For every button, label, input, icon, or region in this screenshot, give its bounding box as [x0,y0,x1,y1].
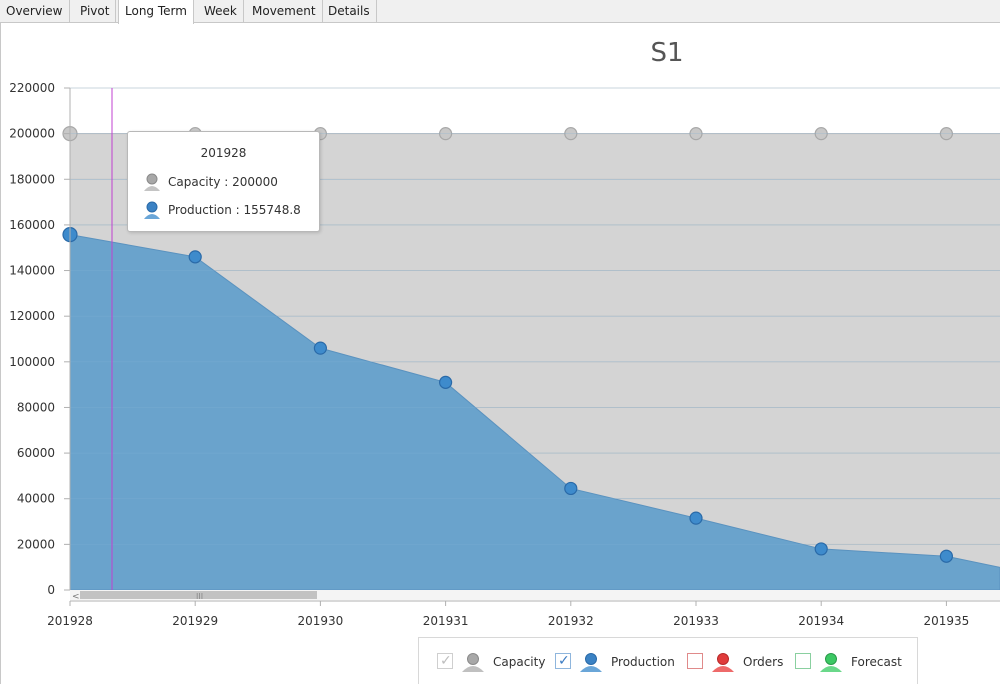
y-tick-label: 40000 [17,492,55,506]
production-point[interactable] [939,549,954,563]
x-tick-label: 201932 [548,614,594,628]
chart-tooltip: 201928 Capacity : 200000 Production : 15… [127,131,320,232]
tab-movement[interactable]: Movement [246,0,323,23]
tab-pivot[interactable]: Pivot [74,0,117,23]
production-person-marker-icon [144,201,160,219]
tooltip-title: 201928 [200,146,247,160]
production-point[interactable] [814,542,828,556]
production-point[interactable] [313,341,327,355]
y-tick-label: 100000 [9,355,55,369]
chart-legend: ✓ Capacity ✓ Production Orders Forecast [418,637,918,684]
production-point[interactable] [439,375,453,389]
scrollbar-grip-icon: III [196,592,203,601]
production-point[interactable] [188,250,202,264]
scroll-left-arrow-icon[interactable]: < [72,592,80,602]
y-tick-label: 200000 [9,127,55,141]
tab-overview[interactable]: Overview [0,0,70,23]
x-tick-label: 201934 [798,614,844,628]
tooltip-production-text: Production : 155748.8 [168,203,301,217]
capacity-person-marker-icon [144,173,160,191]
legend-label-production: Production [611,655,675,669]
y-tick-label: 180000 [9,172,55,186]
tooltip-capacity-text: Capacity : 200000 [168,175,278,189]
y-tick-label: 120000 [9,309,55,323]
y-tick-label: 60000 [17,446,55,460]
y-tick-label: 0 [47,583,55,597]
tab-details[interactable]: Details [322,0,377,23]
orders-person-marker-icon [712,653,734,672]
scrollbar-track[interactable] [70,590,1000,600]
legend-label-forecast: Forecast [851,655,902,669]
capacity-person-marker-icon [462,653,484,672]
production-point[interactable] [689,511,703,525]
production-person-marker-icon [580,653,602,672]
chart-title: S1 [650,38,683,68]
orders-checkbox[interactable] [687,653,703,669]
y-tick-label: 80000 [17,400,55,414]
chart-panel [0,23,1000,684]
tab-long-term[interactable]: Long Term [118,0,194,24]
x-tick-label: 201929 [172,614,218,628]
tab-bar: Overview Pivot Long Term Week Movement D… [0,0,1000,24]
x-tick-label: 201931 [423,614,469,628]
production-checkbox[interactable]: ✓ [555,653,571,669]
x-tick-label: 201928 [47,614,93,628]
y-tick-label: 160000 [9,218,55,232]
capacity-checkbox[interactable]: ✓ [437,653,453,669]
legend-label-capacity: Capacity [493,655,546,669]
tab-week[interactable]: Week [198,0,244,23]
scrollbar-thumb[interactable] [80,591,317,599]
forecast-checkbox[interactable] [795,653,811,669]
x-tick-label: 201935 [923,614,969,628]
production-area [69,234,1000,591]
y-tick-label: 140000 [9,264,55,278]
horizontal-scrollbar[interactable]: < III [70,590,1000,602]
production-point[interactable] [564,481,578,496]
forecast-person-marker-icon [820,653,842,672]
x-tick-label: 201930 [297,614,343,628]
legend-label-orders: Orders [743,655,784,669]
y-tick-label: 220000 [9,81,55,95]
y-tick-label: 20000 [17,537,55,551]
x-tick-label: 201933 [673,614,719,628]
